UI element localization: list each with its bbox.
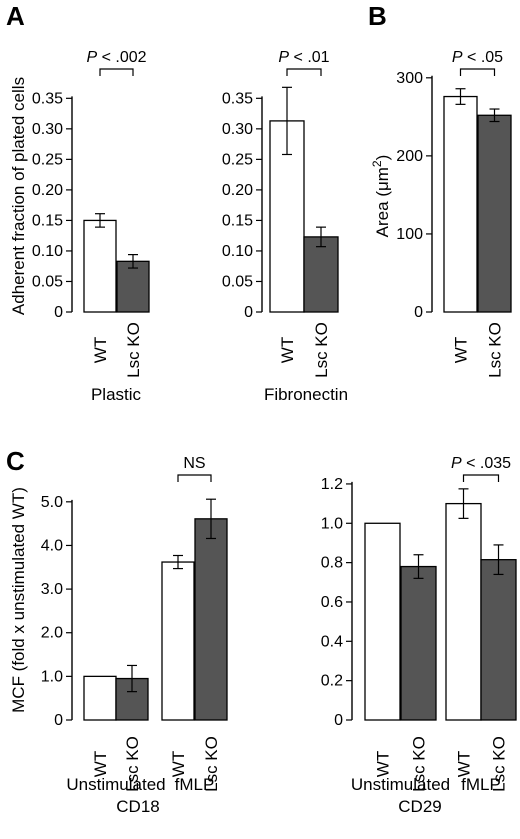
y-tick-label: 0.25 [222,151,253,168]
y-tick-label: 0.6 [321,594,343,611]
chart-C-CD18: 0 1.0 2.0 3.0 4.0 5.0 MCF (fold x unstimulated… [9,455,228,816]
bar [400,565,437,721]
y-axis-title: MCF (fold x unstimulated WT) [9,487,28,713]
y-tick-label: 0.35 [222,90,253,107]
bar [83,219,117,313]
bar [194,518,228,721]
panel-label-c: C [6,446,25,476]
x-axis-title: Plastic [91,385,142,404]
x-axis-title: Fibronectin [264,385,348,404]
y-tick-label: 0.30 [32,121,63,138]
panel-label-b: B [368,1,387,31]
significance-label: NS [183,455,205,472]
significance-label: P < .035 [451,455,511,472]
bar [116,260,150,313]
category-label: WT [278,337,297,363]
significance-bracket [462,474,500,482]
y-tick-label: 1.0 [321,515,343,532]
y-tick-label: 0.25 [32,151,63,168]
y-tick-label: 0.35 [32,90,63,107]
significance-bracket [99,68,134,76]
y-tick-label: 0.30 [222,121,253,138]
y-tick-label: 300 [396,70,423,87]
bar [480,559,517,721]
significance-bracket [286,68,322,76]
group-label: Unstimulated [66,775,165,794]
y-tick-label: 0.15 [222,212,253,229]
y-tick-label: 200 [396,148,423,165]
significance-bracket [459,68,496,76]
y-tick-label: 100 [396,226,423,243]
bar [445,502,482,721]
category-label: Lsc KO [202,736,221,792]
chart-A-fibronectin: 0 0.05 0.10 0.15 0.20 0.25 0.30 0.35 WT Lsc KO P <… [222,49,348,404]
y-tick-label: 0.05 [222,273,253,290]
category-label: Lsc KO [124,322,143,378]
y-tick-label: 5.0 [41,494,63,511]
x-axis-title: CD29 [398,797,441,816]
y-tick-label: 0.2 [321,673,343,690]
significance-label: P < .01 [278,49,329,66]
bar [477,114,512,313]
y-tick-label: 0.10 [32,243,63,260]
category-label: Lsc KO [490,736,509,792]
bar [364,522,401,721]
category-label: WT [91,337,110,363]
y-tick-label: 1.0 [41,668,63,685]
bar [303,236,339,313]
x-axis-title: CD18 [116,797,159,816]
y-tick-label: 0.20 [222,182,253,199]
chart-B-area: 0 100 200 300 Area (μm2) WT Lsc KO P < .05 [370,49,512,378]
bar [443,95,478,313]
y-tick-label: 1.2 [321,476,343,493]
significance-label: P < .05 [452,49,503,66]
category-label: WT [169,751,188,777]
group-label: fMLP [461,775,501,794]
category-label: WT [452,337,471,363]
y-tick-label: 0.8 [321,555,343,572]
panel-label-a: A [6,1,25,31]
category-label: Lsc KO [123,736,142,792]
y-tick-label: 0 [334,712,343,729]
significance-bracket [177,474,212,482]
category-label: WT [374,751,393,777]
y-tick-label: 0 [54,304,63,321]
y-tick-label: 0.15 [32,212,63,229]
y-tick-label: 4.0 [41,537,63,554]
category-label: WT [455,751,474,777]
y-tick-label: 0.20 [32,182,63,199]
bar [83,675,117,721]
y-axis-title: Area (μm2) [370,155,392,238]
group-label: Unstimulated [351,775,450,794]
y-tick-label: 0.05 [32,273,63,290]
y-axis-title: Adherent fraction of plated cells [9,77,28,315]
y-tick-label: 0.10 [222,243,253,260]
group-label: fMLP [175,775,215,794]
bar [161,561,195,721]
y-tick-label: 0.4 [321,633,343,650]
y-tick-label: 3.0 [41,581,63,598]
y-tick-label: 0 [414,304,423,321]
y-tick-label: 0 [244,304,253,321]
category-label: WT [91,751,110,777]
category-label: Lsc KO [486,322,505,378]
y-tick-label: 0 [54,712,63,729]
y-tick-label: 2.0 [41,625,63,642]
significance-label: P < .002 [86,49,146,66]
category-label: Lsc KO [410,736,429,792]
chart-C-CD29: 0 0.2 0.4 0.6 0.8 1.0 1.2 WT Lsc KO WT Lsc KO P < .… [321,455,517,816]
category-label: Lsc KO [312,322,331,378]
